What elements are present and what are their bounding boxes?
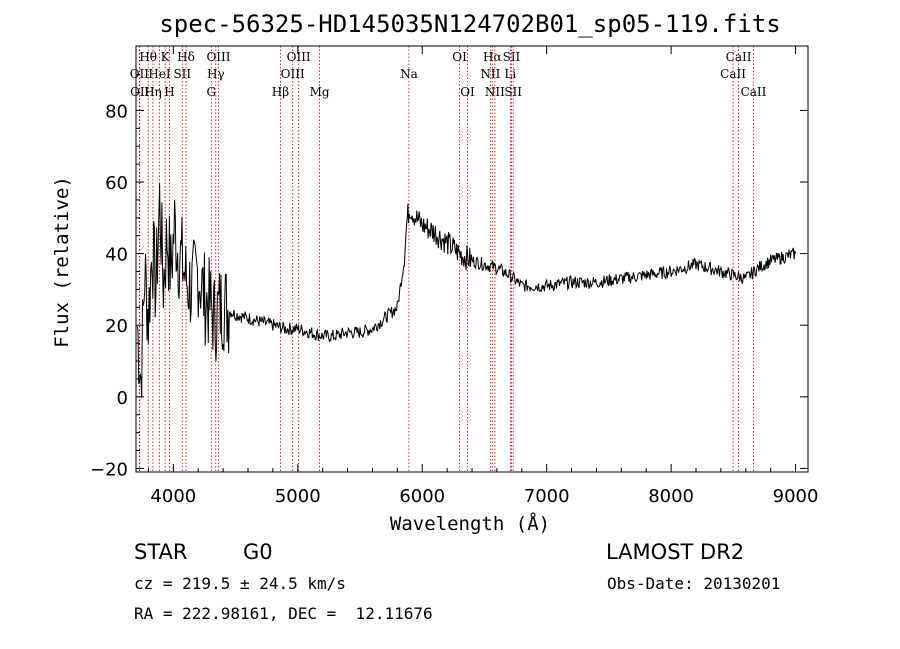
spectral-line-label: HeI bbox=[148, 67, 171, 81]
x-tick-label: 4000 bbox=[150, 486, 196, 507]
coords-text: RA = 222.98161, DEC = 12.11676 bbox=[134, 604, 433, 623]
spectral-line-label: SII bbox=[173, 67, 191, 81]
spectral-line-label: OIII bbox=[281, 67, 305, 81]
spectral-line-label: OII bbox=[130, 85, 150, 99]
spectral-line-label: SII bbox=[504, 85, 522, 99]
spectral-line-label: Na bbox=[400, 67, 418, 81]
y-tick-label: 0 bbox=[117, 388, 128, 409]
spectral-line-label: Li bbox=[504, 67, 516, 81]
redshift-text: cz = 219.5 ± 24.5 km/s bbox=[134, 574, 346, 593]
spectrum-line bbox=[136, 183, 797, 399]
spectral-line-label: OIII bbox=[206, 50, 230, 64]
spectral-line-label: OI bbox=[460, 85, 475, 99]
y-tick-label: 60 bbox=[105, 173, 128, 194]
x-tick-label: 9000 bbox=[773, 486, 819, 507]
object-class: STAR bbox=[134, 540, 188, 564]
spectral-line-label: Hα bbox=[483, 50, 502, 64]
y-tick-label: 20 bbox=[105, 316, 128, 337]
x-tick-label: 8000 bbox=[648, 486, 694, 507]
spectral-line-label: OI bbox=[452, 50, 467, 64]
spectral-line-label: G bbox=[206, 85, 216, 99]
chart-title: spec-56325-HD145035N124702B01_sp05-119.f… bbox=[159, 10, 780, 38]
spectral-line-label: SII bbox=[503, 50, 521, 64]
spectral-line-label: Hγ bbox=[207, 67, 225, 81]
object-subclass: G0 bbox=[243, 540, 273, 564]
y-tick-label: 40 bbox=[105, 245, 128, 266]
spectral-line-label: Hβ bbox=[272, 85, 289, 99]
x-tick-label: 7000 bbox=[524, 486, 570, 507]
spectral-line-label: Hδ bbox=[177, 50, 195, 64]
spectral-line-label: OIII bbox=[287, 50, 311, 64]
survey-name: LAMOST DR2 bbox=[606, 540, 745, 564]
y-axis-label: Flux (relative) bbox=[51, 176, 73, 348]
spectral-line-label: Hη bbox=[144, 85, 162, 99]
spectral-line-label: CaII bbox=[741, 85, 767, 99]
spectral-line-label: CaII bbox=[720, 67, 746, 81]
x-tick-label: 5000 bbox=[275, 486, 321, 507]
obs-date-text: Obs-Date: 20130201 bbox=[607, 574, 781, 593]
spectral-line-label: NII bbox=[480, 67, 500, 81]
spectral-line-label: CaII bbox=[726, 50, 752, 64]
spectral-line-label: Mg bbox=[310, 85, 330, 99]
y-tick-label: 80 bbox=[105, 101, 128, 122]
spectral-line-label: NII bbox=[485, 85, 505, 99]
spectral-line-label: K bbox=[161, 50, 171, 64]
spectral-line-label: H bbox=[164, 85, 174, 99]
spectral-line-label: Hθ bbox=[139, 50, 157, 64]
x-tick-label: 6000 bbox=[399, 486, 445, 507]
y-tick-label: −20 bbox=[90, 459, 128, 480]
x-axis-label: Wavelength (Å) bbox=[390, 512, 550, 535]
